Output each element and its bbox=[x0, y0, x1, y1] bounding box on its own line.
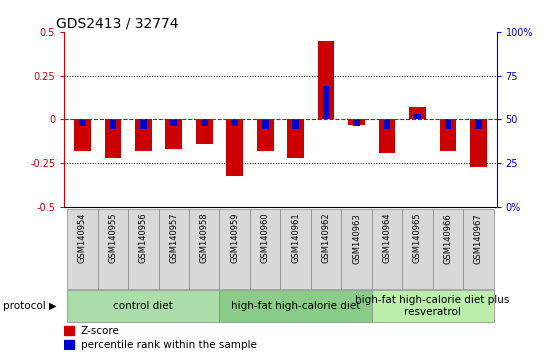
Bar bbox=[79, 120, 86, 126]
Bar bbox=[341, 209, 372, 289]
Text: GSM140964: GSM140964 bbox=[382, 213, 392, 263]
Text: GSM140967: GSM140967 bbox=[474, 213, 483, 264]
Bar bbox=[219, 209, 250, 289]
Text: high-fat high-calorie diet: high-fat high-calorie diet bbox=[231, 301, 360, 311]
Bar bbox=[311, 209, 341, 289]
Bar bbox=[287, 120, 304, 158]
Text: GSM140958: GSM140958 bbox=[200, 213, 209, 263]
Bar bbox=[414, 114, 421, 120]
Bar bbox=[372, 290, 494, 322]
Text: GSM140959: GSM140959 bbox=[230, 213, 239, 263]
Bar bbox=[402, 209, 432, 289]
Bar bbox=[104, 120, 121, 158]
Bar bbox=[445, 120, 451, 129]
Bar bbox=[227, 120, 243, 176]
Text: GSM140955: GSM140955 bbox=[108, 213, 117, 263]
Bar bbox=[470, 120, 487, 167]
Bar bbox=[250, 209, 281, 289]
Bar bbox=[170, 120, 177, 126]
Text: GDS2413 / 32774: GDS2413 / 32774 bbox=[56, 17, 178, 31]
Text: GSM140962: GSM140962 bbox=[321, 213, 330, 263]
Bar bbox=[318, 41, 334, 120]
Bar bbox=[475, 120, 482, 129]
Text: GSM140957: GSM140957 bbox=[169, 213, 179, 263]
Text: ▶: ▶ bbox=[49, 301, 56, 311]
Text: control diet: control diet bbox=[113, 301, 173, 311]
Bar bbox=[379, 120, 396, 153]
Bar bbox=[109, 120, 116, 129]
Bar bbox=[64, 326, 74, 335]
Bar bbox=[196, 120, 213, 144]
Text: GSM140965: GSM140965 bbox=[413, 213, 422, 263]
Text: high-fat high-calorie diet plus
resveratrol: high-fat high-calorie diet plus resverat… bbox=[355, 295, 510, 317]
Bar bbox=[98, 209, 128, 289]
Bar bbox=[158, 209, 189, 289]
Bar bbox=[432, 209, 463, 289]
Text: GSM140954: GSM140954 bbox=[78, 213, 87, 263]
Bar bbox=[140, 120, 147, 129]
Text: protocol: protocol bbox=[3, 301, 46, 311]
Text: percentile rank within the sample: percentile rank within the sample bbox=[80, 339, 257, 350]
Text: GSM140961: GSM140961 bbox=[291, 213, 300, 263]
Bar bbox=[292, 120, 299, 129]
Text: GSM140966: GSM140966 bbox=[444, 213, 453, 264]
Bar bbox=[372, 209, 402, 289]
Bar bbox=[219, 290, 372, 322]
Bar bbox=[440, 120, 456, 151]
Bar bbox=[384, 120, 391, 129]
Bar bbox=[165, 120, 182, 149]
Bar bbox=[262, 120, 268, 129]
Bar bbox=[201, 120, 208, 126]
Text: GSM140963: GSM140963 bbox=[352, 213, 361, 264]
Text: GSM140956: GSM140956 bbox=[139, 213, 148, 263]
Bar bbox=[280, 209, 311, 289]
Bar bbox=[67, 290, 219, 322]
Bar bbox=[135, 120, 152, 151]
Bar bbox=[348, 120, 365, 125]
Text: GSM140960: GSM140960 bbox=[261, 213, 270, 263]
Bar bbox=[232, 120, 238, 126]
Bar bbox=[463, 209, 494, 289]
Bar bbox=[64, 340, 74, 349]
Text: Z-score: Z-score bbox=[80, 326, 119, 336]
Bar bbox=[189, 209, 219, 289]
Bar bbox=[67, 209, 98, 289]
Bar bbox=[353, 120, 360, 126]
Bar bbox=[409, 107, 426, 120]
Bar bbox=[257, 120, 273, 151]
Bar bbox=[323, 86, 329, 120]
Bar bbox=[74, 120, 91, 151]
Bar bbox=[128, 209, 158, 289]
